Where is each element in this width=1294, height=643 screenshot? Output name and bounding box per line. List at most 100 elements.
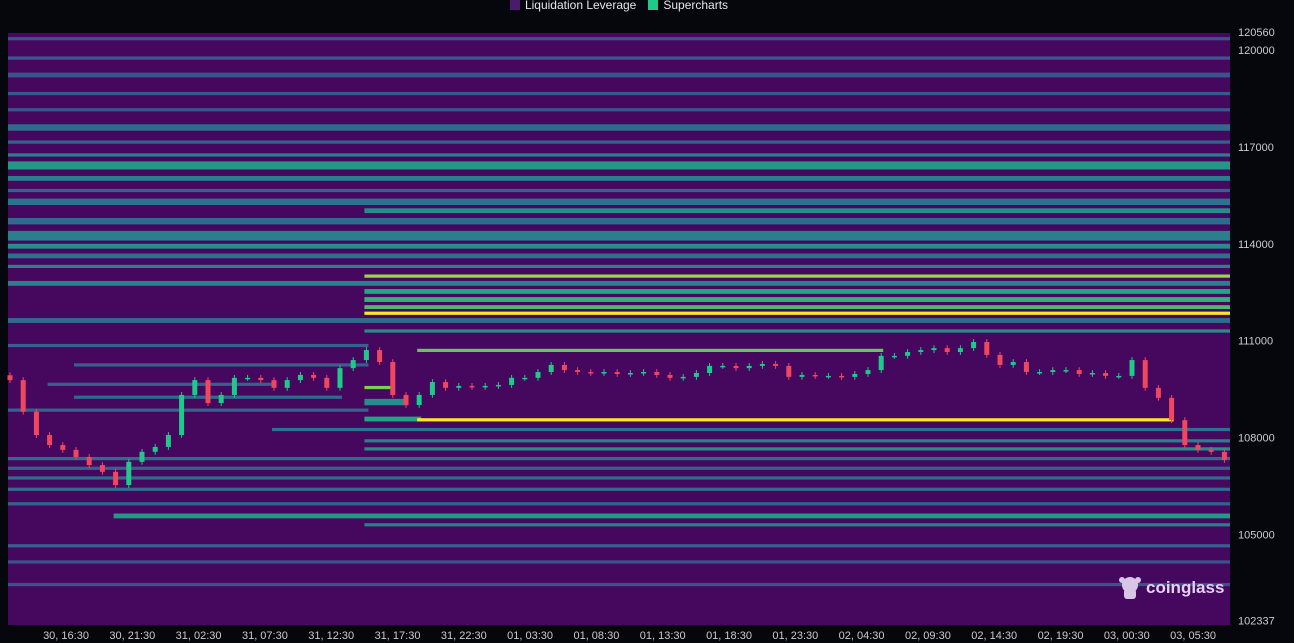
candle-body	[1063, 370, 1069, 372]
liquidation-band	[8, 318, 1230, 323]
legend-swatch	[648, 0, 659, 10]
candle-body	[984, 341, 990, 355]
candle-body	[20, 380, 26, 412]
liquidation-band	[364, 523, 1230, 527]
x-tick-label: 30, 21:30	[109, 630, 155, 642]
candle-body	[482, 385, 488, 388]
candle-body	[1089, 373, 1095, 375]
candle	[205, 377, 211, 406]
candle	[707, 362, 713, 376]
candle-body	[1221, 451, 1227, 460]
candle-body	[443, 382, 449, 388]
candle-body	[773, 363, 779, 366]
candle	[218, 392, 224, 406]
candle	[1103, 370, 1109, 379]
candle-body	[839, 375, 845, 378]
candle	[165, 432, 171, 450]
candle	[126, 458, 132, 488]
candle	[971, 339, 977, 352]
candle	[1089, 370, 1095, 377]
legend-item-liquidation-leverage[interactable]: Liquidation Leverage	[509, 0, 636, 12]
candle-body	[707, 365, 713, 373]
candle	[324, 374, 330, 391]
liquidation-band	[8, 108, 1230, 112]
candle-body	[284, 380, 290, 388]
x-tick-label: 01, 13:30	[640, 630, 686, 642]
plot-background	[8, 33, 1230, 625]
candle-body	[469, 385, 475, 388]
candle	[231, 374, 237, 398]
liquidation-band	[8, 140, 1230, 144]
candle	[944, 345, 950, 355]
candle	[377, 347, 383, 365]
x-tick-label: 03, 00:30	[1104, 630, 1150, 642]
candle	[667, 372, 673, 381]
liquidation-band	[417, 418, 1174, 422]
liquidation-band	[8, 91, 1230, 96]
liquidation-band	[8, 153, 1230, 157]
liquidation-band	[8, 280, 1230, 286]
x-tick-label: 01, 18:30	[706, 630, 752, 642]
candle-body	[363, 350, 369, 361]
candle	[825, 373, 831, 379]
x-axis: 30, 16:30 30, 21:30 31, 02:30 31, 07:30 31, …	[43, 630, 1216, 642]
liquidation-bands	[8, 37, 1231, 587]
candle	[878, 352, 884, 373]
candle-body	[825, 375, 831, 378]
candle	[891, 352, 897, 359]
candle	[20, 377, 26, 415]
liquidation-band	[8, 56, 1230, 60]
candle-body	[548, 364, 554, 373]
x-tick-label: 31, 07:30	[242, 630, 288, 642]
liquidation-band	[364, 398, 408, 406]
candle	[152, 444, 158, 455]
candle-body	[509, 377, 515, 385]
candle	[957, 345, 963, 355]
candle-body	[561, 364, 567, 371]
candle	[733, 362, 739, 372]
legend-item-supercharts[interactable]: Supercharts	[648, 0, 728, 12]
x-tick-label: 31, 12:30	[308, 630, 354, 642]
candle-body	[1208, 449, 1214, 452]
candle-body	[7, 375, 13, 381]
liquidation-band	[8, 217, 1230, 225]
candle-body	[601, 372, 607, 374]
candle	[918, 347, 924, 355]
candle-body	[522, 377, 528, 380]
candle-body	[179, 394, 185, 436]
candle-body	[403, 394, 409, 405]
candle	[7, 372, 13, 384]
y-tick-label: 108000	[1238, 433, 1275, 445]
candle-body	[918, 350, 924, 353]
candle	[456, 383, 462, 391]
candle-body	[931, 348, 937, 351]
candle-body	[759, 363, 765, 366]
candle	[73, 446, 79, 460]
x-tick-label: 30, 16:30	[43, 630, 89, 642]
candle	[350, 357, 356, 372]
liquidation-band	[8, 582, 1230, 587]
liquidation-band	[8, 408, 369, 412]
candle-body	[86, 456, 92, 466]
y-tick-label: 111000	[1238, 336, 1273, 348]
liquidation-band	[8, 487, 1230, 491]
coinglass-mascot-icon	[1119, 577, 1141, 599]
liquidation-band	[8, 37, 1230, 41]
y-axis: 120560 120000 117000 114000 111000 108000 1050…	[1238, 27, 1275, 628]
candle-body	[192, 380, 198, 395]
x-tick-label: 01, 03:30	[507, 630, 553, 642]
liquidation-band	[8, 161, 1230, 170]
candle-body	[693, 373, 699, 377]
y-tick-label: 117000	[1238, 142, 1274, 154]
liquidation-band	[8, 264, 1230, 269]
liquidation-band	[364, 439, 1230, 443]
candle-body	[654, 372, 660, 375]
candle-body	[746, 365, 752, 369]
candle	[588, 369, 594, 376]
liquidation-band	[364, 385, 395, 390]
candle-body	[1023, 362, 1029, 373]
liquidation-band	[8, 198, 1230, 206]
liquidation-band	[364, 289, 1230, 294]
candle	[245, 374, 251, 381]
